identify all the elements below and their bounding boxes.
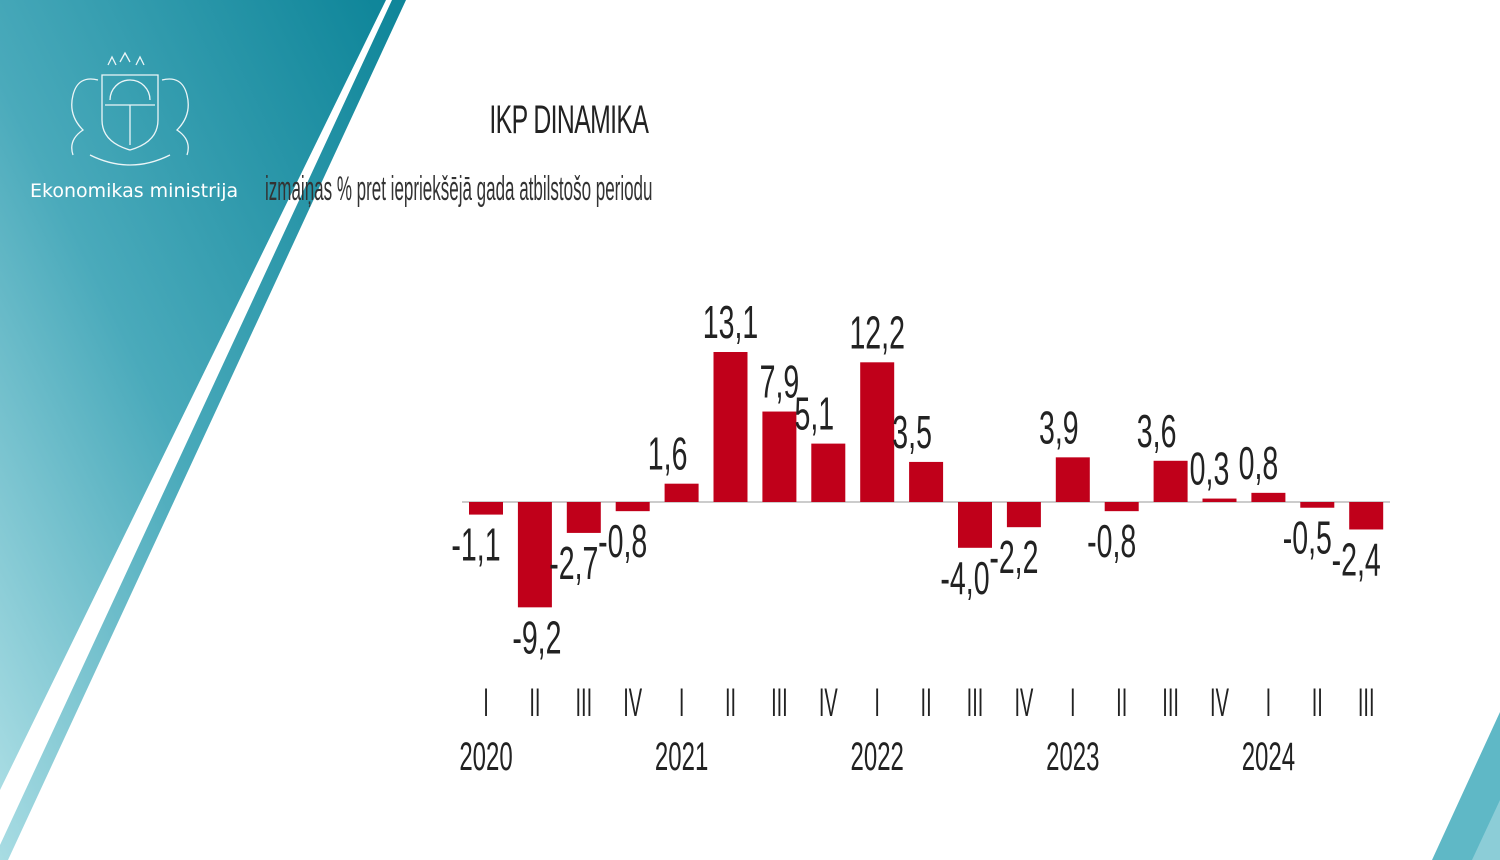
chart-title: IKP DINAMIKA <box>489 98 649 142</box>
x-tick-label: IV <box>1210 679 1229 725</box>
x-tick-label: IV <box>819 679 838 725</box>
x-tick-label: IV <box>1014 679 1033 725</box>
bar-5 <box>713 352 748 502</box>
value-label: 12,2 <box>849 307 905 359</box>
year-label: 2020 <box>459 734 512 779</box>
value-label: 3,9 <box>1039 402 1079 454</box>
value-label: 5,1 <box>794 389 834 441</box>
bar-8 <box>860 362 895 502</box>
x-tick-label: I <box>679 679 685 725</box>
ministry-name: Ekonomikas ministrija <box>30 180 239 202</box>
x-tick-label: III <box>1358 679 1375 725</box>
bar-2 <box>566 502 601 533</box>
value-label: -2,2 <box>989 532 1038 584</box>
bar-9 <box>909 461 944 502</box>
value-label: 3,6 <box>1137 406 1177 458</box>
bar-14 <box>1153 460 1188 502</box>
x-tick-label: II <box>1116 679 1127 725</box>
x-tick-label: I <box>483 679 489 725</box>
year-label: 2021 <box>655 734 708 779</box>
x-tick-label: III <box>967 679 984 725</box>
bar-10 <box>958 502 992 548</box>
value-label: -0,8 <box>1087 516 1136 568</box>
value-label: 0,3 <box>1190 444 1230 496</box>
x-tick-label: II <box>725 679 736 725</box>
bar-7 <box>811 443 846 502</box>
value-label: 1,6 <box>648 429 688 481</box>
value-label: -4,0 <box>940 553 989 605</box>
value-label: 3,5 <box>892 407 932 459</box>
bar-16 <box>1251 492 1286 502</box>
teal-panel <box>0 0 386 790</box>
x-tick-label: I <box>874 679 880 725</box>
bar-11 <box>1006 502 1041 528</box>
bar-6 <box>762 411 797 502</box>
bar-0 <box>469 502 503 515</box>
x-tick-label: II <box>921 679 932 725</box>
corner-accent <box>1432 712 1500 860</box>
value-label: -9,2 <box>512 612 561 664</box>
year-label: 2023 <box>1046 734 1099 779</box>
x-tick-label: II <box>529 679 540 725</box>
bar-15 <box>1202 498 1237 502</box>
bar-1 <box>517 502 552 608</box>
bar-4 <box>664 483 699 502</box>
bar-12 <box>1055 457 1090 502</box>
bar-18 <box>1349 502 1384 530</box>
value-label: -1,1 <box>451 520 500 572</box>
value-label: 0,8 <box>1239 438 1279 490</box>
bar-3 <box>615 502 650 512</box>
value-label: -0,5 <box>1283 513 1332 565</box>
bar-13 <box>1104 502 1139 512</box>
value-label: -2,7 <box>549 538 598 590</box>
value-label: 7,9 <box>760 357 800 409</box>
x-tick-label: IV <box>623 679 642 725</box>
bar-17 <box>1300 502 1335 508</box>
x-tick-label: I <box>1070 679 1076 725</box>
x-tick-label: III <box>771 679 788 725</box>
year-label: 2022 <box>851 734 904 779</box>
x-tick-label: III <box>1162 679 1179 725</box>
value-label: 13,1 <box>703 297 759 349</box>
x-tick-label: II <box>1312 679 1323 725</box>
coat-of-arms-logo <box>71 51 189 166</box>
x-tick-label: III <box>575 679 592 725</box>
value-label: -0,8 <box>598 516 647 568</box>
teal-stripe <box>0 0 406 860</box>
x-tick-label: I <box>1266 679 1272 725</box>
year-label: 2024 <box>1242 734 1295 779</box>
chart-subtitle: izmaiņas % pret iepriekšējā gada atbilst… <box>265 170 653 208</box>
value-label: -2,4 <box>1332 535 1381 587</box>
